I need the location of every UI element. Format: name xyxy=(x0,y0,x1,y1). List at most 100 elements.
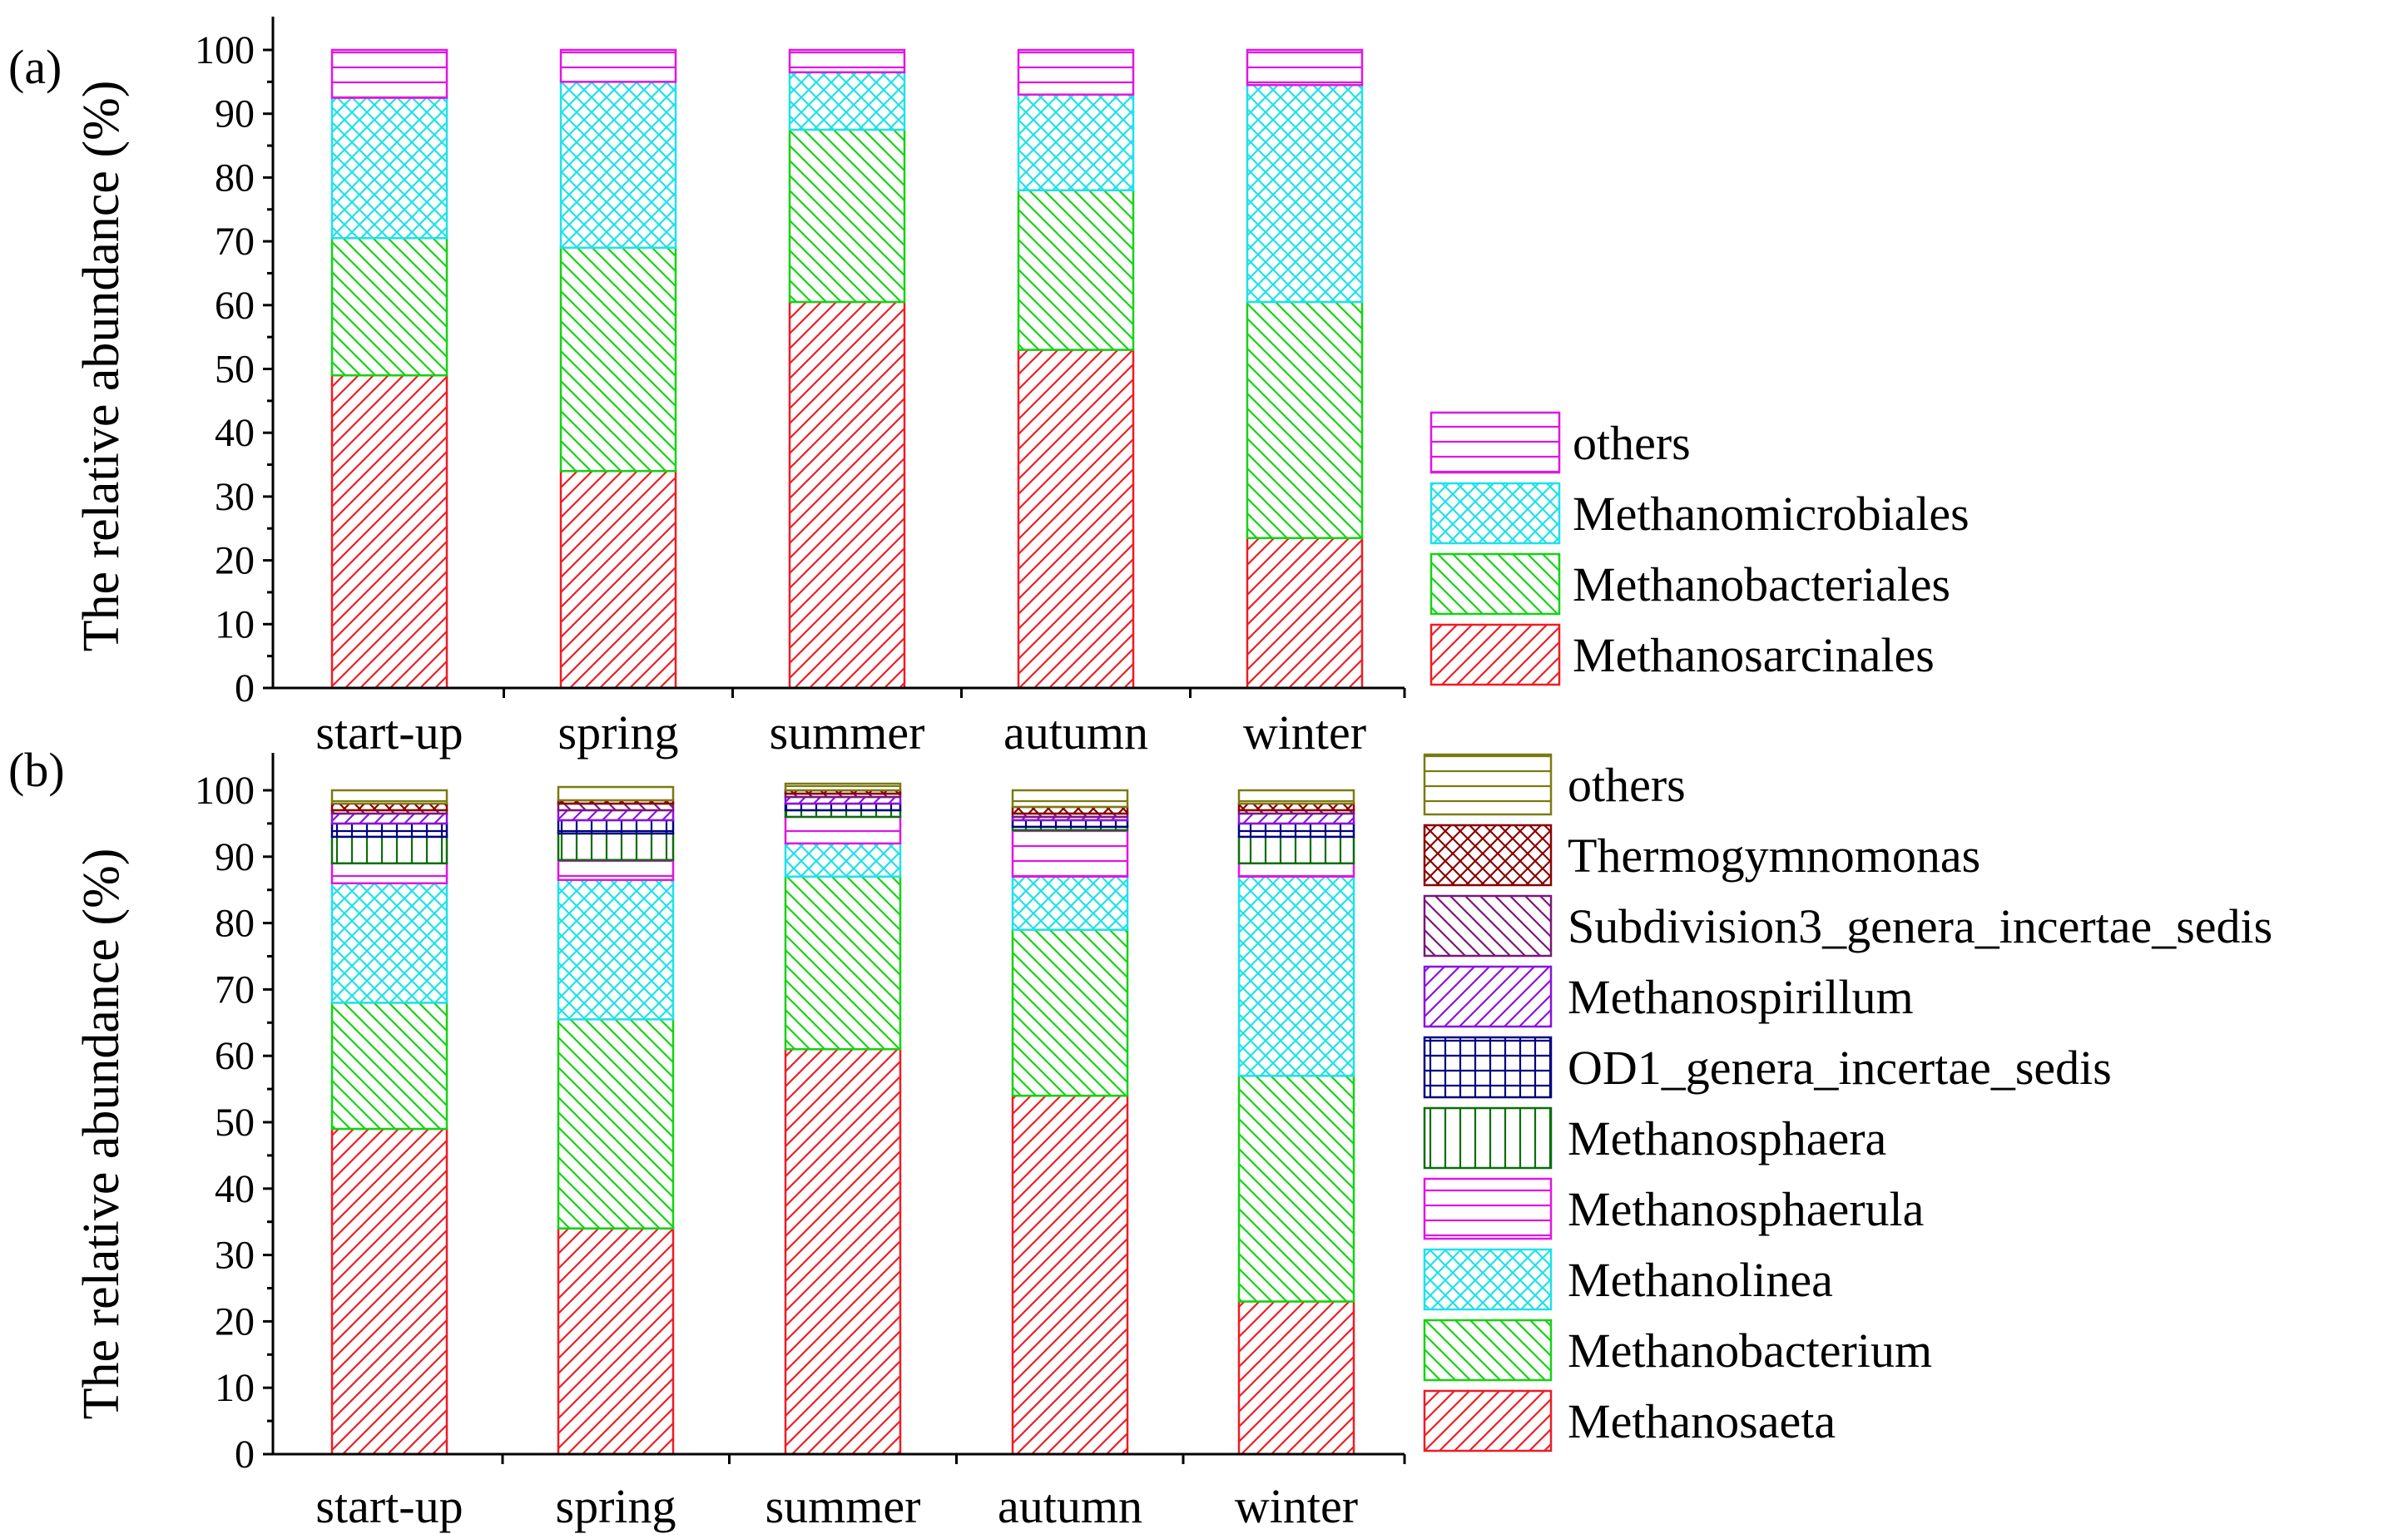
panel-b-bar-start-up-methanosphaera xyxy=(330,835,448,865)
panel-a-bar-autumn-methanobacteriales xyxy=(1017,189,1135,351)
panel-b-legend-swatch-od1-genera-incertae-sedis xyxy=(1423,1036,1553,1099)
panel-b-y-tick-label: 90 xyxy=(215,835,255,879)
panel-b-bar-summer-others xyxy=(784,782,902,792)
panel-a-x-tick-label-start-up: start-up xyxy=(315,705,463,760)
panel-a-bar-start-up-methanobacteriales xyxy=(330,237,448,377)
panel-b-bar-start-up-methanosaeta xyxy=(330,1127,448,1456)
panel-a-bar-start-up-methanosarcinales xyxy=(330,374,448,690)
panel-b-legend-swatch-methanosaeta xyxy=(1423,1389,1553,1452)
panel-b-bar-winter-methanosphaera xyxy=(1237,835,1355,865)
panel-b-legend-swatch-methanosphaerula xyxy=(1423,1177,1553,1240)
panel-b-bar-start-up-others xyxy=(330,789,448,805)
panel-a-bar-start-up-methanomicrobiales xyxy=(330,96,448,240)
panel-a-bar-summer-methanomicrobiales xyxy=(788,71,906,131)
panel-b-y-tick-label: 30 xyxy=(215,1234,255,1278)
panel-b-legend-swatch-methanobacterium xyxy=(1423,1319,1553,1382)
panel-a-bars xyxy=(330,48,1364,690)
panel-a-y-tick-label: 70 xyxy=(215,220,255,264)
panel-a-bar-spring-others xyxy=(559,48,677,83)
panel-b-y-tick-label: 10 xyxy=(215,1366,255,1410)
panel-a-y-tick-label: 90 xyxy=(215,92,255,136)
panel-a-y-axis-title: The relative abundance (%) xyxy=(73,81,130,652)
panel-a-x-tick-label-summer: summer xyxy=(770,705,925,760)
panel-b-bar-autumn-methanosaeta xyxy=(1011,1094,1129,1456)
panel-a: (a) The relative abundance (%) 0 10 20 30 40… xyxy=(8,17,1970,760)
panel-a-legend-swatch-methanomicrobiales xyxy=(1429,482,1561,545)
panel-b-legend-label-od1-genera-incertae-sedis: OD1_genera_incertae_sedis xyxy=(1568,1041,2112,1095)
panel-b-bar-autumn-methanobacterium xyxy=(1011,928,1129,1097)
panel-b-legend-swatch-methanospirillum xyxy=(1423,965,1553,1028)
panel-b-legend-label-methanobacterium: Methanobacterium xyxy=(1568,1324,1932,1378)
panel-b-bar-start-up-methanosphaerula xyxy=(330,862,448,884)
panel-a-y-tick-label: 80 xyxy=(215,156,255,200)
panel-b-bar-summer-methanosaeta xyxy=(784,1047,902,1456)
panel-a-bar-winter-others xyxy=(1246,48,1364,87)
panel-a-y-tick-label: 20 xyxy=(215,539,255,583)
panel-b-y-axis-title: The relative abundance (%) xyxy=(73,849,130,1420)
panel-a-y-tick-label: 0 xyxy=(235,666,255,710)
panel-a-legend-swatch-methanobacteriales xyxy=(1429,552,1561,616)
panel-b-bar-start-up-methanospirillum xyxy=(330,812,448,825)
panel-a-bar-winter-methanobacteriales xyxy=(1246,300,1364,540)
panel-a-bar-spring-methanobacteriales xyxy=(559,246,677,473)
panel-a-y-tick-label: 40 xyxy=(215,411,255,455)
panel-a-bar-autumn-others xyxy=(1017,48,1135,96)
panel-b-bar-spring-others xyxy=(557,785,675,802)
panel-b-legend-swatch-methanosphaera xyxy=(1423,1106,1553,1170)
panel-a-bar-start-up-others xyxy=(330,48,448,99)
panel-b-bar-autumn-methanolinea xyxy=(1011,875,1129,931)
panel-a-bar-summer-methanosarcinales xyxy=(788,300,906,690)
panel-a-legend-label-methanosarcinales: Methanosarcinales xyxy=(1573,628,1935,682)
panel-b-y-tick-label: 20 xyxy=(215,1299,255,1344)
panel-b-y-tick-label: 50 xyxy=(215,1101,255,1145)
panel-b-bar-spring-methanolinea xyxy=(557,878,675,1021)
panel-b: (b) The relative abundance (%) 0 10 20 30 40… xyxy=(8,743,2272,1533)
panel-b-bar-spring-methanosaeta xyxy=(557,1227,675,1456)
panel-a-y-tick-label: 50 xyxy=(215,348,255,392)
panel-a-bar-summer-others xyxy=(788,48,906,74)
panel-a-legend-swatch-methanosarcinales xyxy=(1429,623,1561,686)
panel-a-y-tick-label: 10 xyxy=(215,602,255,646)
panel-a-y-tick-label: 100 xyxy=(195,28,255,72)
panel-b-bars xyxy=(330,782,1355,1456)
panel-a-x-tick-label-winter: winter xyxy=(1243,705,1366,760)
panel-a-axes xyxy=(271,17,1406,698)
panel-b-bar-summer-methanolinea xyxy=(784,842,902,878)
panel-b-x-tick-label-autumn: autumn xyxy=(998,1479,1142,1533)
panel-b-bar-spring-methanosphaera xyxy=(557,832,675,862)
panel-a-x-tick-labels: start-up spring summer autumn winter xyxy=(315,705,1366,760)
panel-b-bar-winter-methanosphaerula xyxy=(1237,862,1355,878)
panel-a-bar-spring-methanomicrobiales xyxy=(559,81,677,250)
panel-a-y-ticks: 0 10 20 30 40 50 60 70 80 90 100 xyxy=(195,28,273,710)
panel-b-axes xyxy=(271,753,1406,1464)
panel-b-bar-spring-od1-genera-incertae-sedis xyxy=(557,819,675,835)
panel-b-bar-spring-methanosphaerula xyxy=(557,859,675,881)
panel-b-legend: others Thermogymnomonas Subdivision3_gener… xyxy=(1423,753,2272,1452)
panel-b-x-tick-label-summer: summer xyxy=(766,1479,921,1533)
panel-b-bar-winter-methanobacterium xyxy=(1237,1074,1355,1303)
panel-b-bar-summer-methanosphaerula xyxy=(784,815,902,845)
panel-b-label: (b) xyxy=(8,743,65,797)
panel-b-legend-label-subdivision3-genera-incertae-sedis: Subdivision3_genera_incertae_sedis xyxy=(1568,899,2272,953)
panel-a-legend-label-methanomicrobiales: Methanomicrobiales xyxy=(1573,487,1970,541)
panel-a-legend: others Methanomicrobiales Methanobacterial… xyxy=(1429,411,1970,686)
panel-b-x-tick-label-winter: winter xyxy=(1235,1479,1358,1533)
panel-a-bar-autumn-methanomicrobiales xyxy=(1017,93,1135,191)
panel-b-x-tick-label-spring: spring xyxy=(556,1479,676,1533)
panel-b-legend-swatch-thermogymnomonas xyxy=(1423,824,1553,887)
panel-b-bar-start-up-methanobacterium xyxy=(330,1002,448,1131)
panel-a-bar-summer-methanobacteriales xyxy=(788,128,906,304)
panel-b-bar-winter-methanospirillum xyxy=(1237,812,1355,825)
panel-b-x-tick-labels: start-up spring summer autumn winter xyxy=(315,1479,1358,1533)
panel-b-x-tick-label-start-up: start-up xyxy=(315,1479,463,1533)
panel-a-y-tick-label: 60 xyxy=(215,284,255,328)
panel-a-legend-swatch-others xyxy=(1429,411,1561,474)
panel-b-bar-spring-methanospirillum xyxy=(557,809,675,822)
panel-b-y-tick-label: 60 xyxy=(215,1034,255,1078)
panel-a-bar-spring-methanosarcinales xyxy=(559,469,677,690)
panel-a-legend-label-methanobacteriales: Methanobacteriales xyxy=(1573,557,1950,611)
panel-b-legend-swatch-subdivision3-genera-incertae-sedis xyxy=(1423,894,1553,958)
panel-b-legend-label-methanosphaera: Methanosphaera xyxy=(1568,1111,1886,1165)
panel-b-bar-start-up-methanolinea xyxy=(330,882,448,1004)
